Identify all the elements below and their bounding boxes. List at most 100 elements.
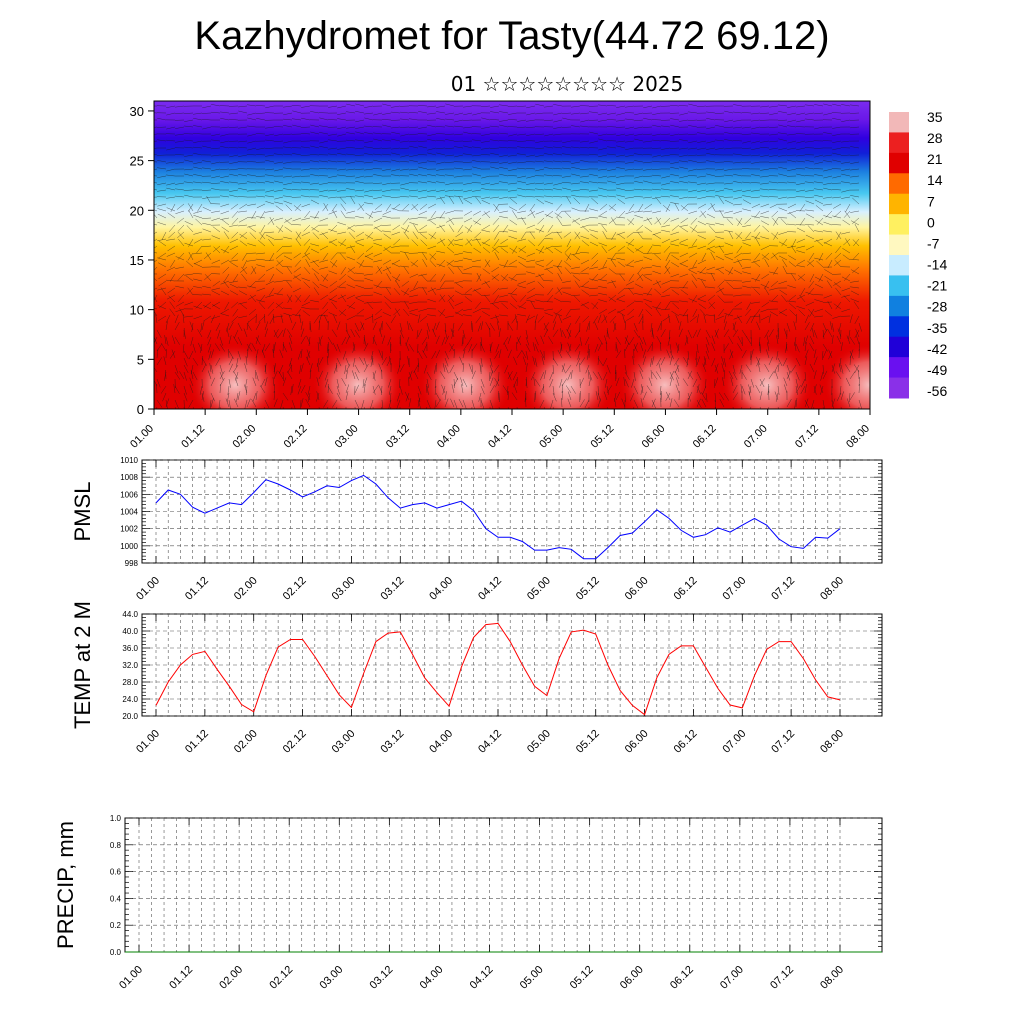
wind-vector — [517, 140, 527, 142]
wind-vector — [245, 378, 248, 388]
wind-vector — [355, 181, 365, 184]
wind-vector — [724, 313, 734, 317]
wind-vector — [323, 203, 329, 212]
wind-vector — [724, 161, 734, 163]
wind-vector — [362, 378, 365, 388]
wind-vector — [346, 315, 356, 321]
wind-vector — [493, 224, 500, 233]
wind-vector — [588, 377, 592, 387]
wind-vector — [764, 259, 770, 268]
wind-vector — [733, 111, 743, 114]
wind-vector — [400, 182, 410, 186]
wind-vector — [228, 399, 231, 409]
wind-vector — [411, 204, 419, 212]
wind-vector — [724, 216, 734, 219]
wind-vector — [831, 363, 836, 373]
wind-vector — [461, 336, 464, 346]
wind-vector — [435, 392, 441, 401]
wind-vector — [454, 112, 464, 116]
wind-vector — [231, 301, 239, 309]
wind-vector — [337, 105, 347, 109]
wind-vector — [158, 315, 167, 321]
wind-vector — [733, 294, 743, 297]
wind-vector — [787, 168, 797, 172]
wind-vector — [742, 147, 752, 149]
wind-vector — [508, 154, 518, 157]
wind-vector — [256, 299, 266, 303]
wind-vector — [748, 391, 752, 401]
wind-vector — [239, 203, 248, 209]
wind-vector — [778, 154, 788, 157]
wind-vector — [313, 287, 320, 296]
wind-vector — [736, 245, 743, 254]
wind-vector — [292, 224, 302, 226]
wind-vector — [223, 245, 230, 254]
wind-vector — [283, 161, 293, 164]
wind-vector — [562, 280, 572, 283]
wind-vector — [537, 281, 545, 289]
wind-vector — [400, 140, 410, 143]
wind-vector — [625, 133, 635, 136]
wind-vector — [399, 363, 405, 373]
wind-vector — [462, 329, 466, 339]
wind-vector — [154, 133, 158, 135]
wind-vector — [427, 287, 437, 293]
wind-vector — [595, 391, 599, 401]
wind-vector — [391, 168, 401, 172]
wind-vector — [382, 195, 392, 198]
wind-vector — [402, 203, 410, 211]
wind-vector — [745, 231, 752, 240]
wind-vector — [571, 252, 581, 256]
wind-vector — [318, 370, 323, 380]
wind-vector — [556, 231, 563, 240]
wind-vector — [256, 118, 266, 121]
x-tick-label: 07.00 — [742, 423, 770, 451]
wind-vector — [724, 242, 734, 247]
wind-vector — [562, 291, 572, 296]
wind-vector — [183, 357, 188, 367]
wind-vector — [598, 133, 608, 137]
wind-vector — [809, 343, 815, 352]
wind-vector — [670, 161, 680, 165]
wind-vector — [304, 252, 311, 261]
wind-vector — [332, 209, 338, 219]
wind-vector — [788, 212, 797, 219]
wind-vector — [374, 226, 383, 233]
x-tick-label: 01.00 — [117, 964, 145, 992]
wind-vector — [724, 188, 734, 191]
wind-vector — [409, 273, 419, 278]
wind-vector — [419, 203, 428, 210]
wind-vector — [157, 238, 167, 242]
wind-vector — [248, 315, 257, 322]
wind-vector — [796, 168, 806, 170]
wind-vector — [538, 245, 545, 254]
x-tick-label: 03.00 — [333, 423, 361, 451]
wind-vector — [779, 289, 788, 296]
wind-vector — [733, 203, 743, 206]
wind-vector — [751, 301, 761, 304]
wind-vector — [284, 226, 293, 233]
wind-vector — [409, 126, 419, 129]
wind-vector — [762, 252, 770, 260]
wind-vector — [269, 216, 275, 226]
wind-vector — [806, 259, 815, 266]
wind-vector — [591, 259, 599, 267]
wind-vector — [565, 385, 572, 394]
wind-vector — [796, 189, 806, 192]
wind-vector — [220, 217, 230, 220]
wind-vector — [553, 245, 563, 247]
wind-vector — [508, 105, 518, 107]
wind-vector — [445, 133, 455, 135]
wind-vector — [788, 261, 797, 268]
wind-vector — [697, 298, 707, 303]
wind-vector — [841, 196, 851, 199]
wind-vector — [607, 133, 617, 135]
wind-vector — [228, 349, 230, 359]
wind-vector — [238, 188, 248, 191]
wind-vector — [669, 371, 674, 381]
wind-vector — [455, 308, 464, 315]
wind-vector — [670, 181, 680, 184]
wind-vector — [292, 287, 302, 293]
wind-vector — [364, 273, 374, 276]
wind-vector — [553, 182, 563, 186]
